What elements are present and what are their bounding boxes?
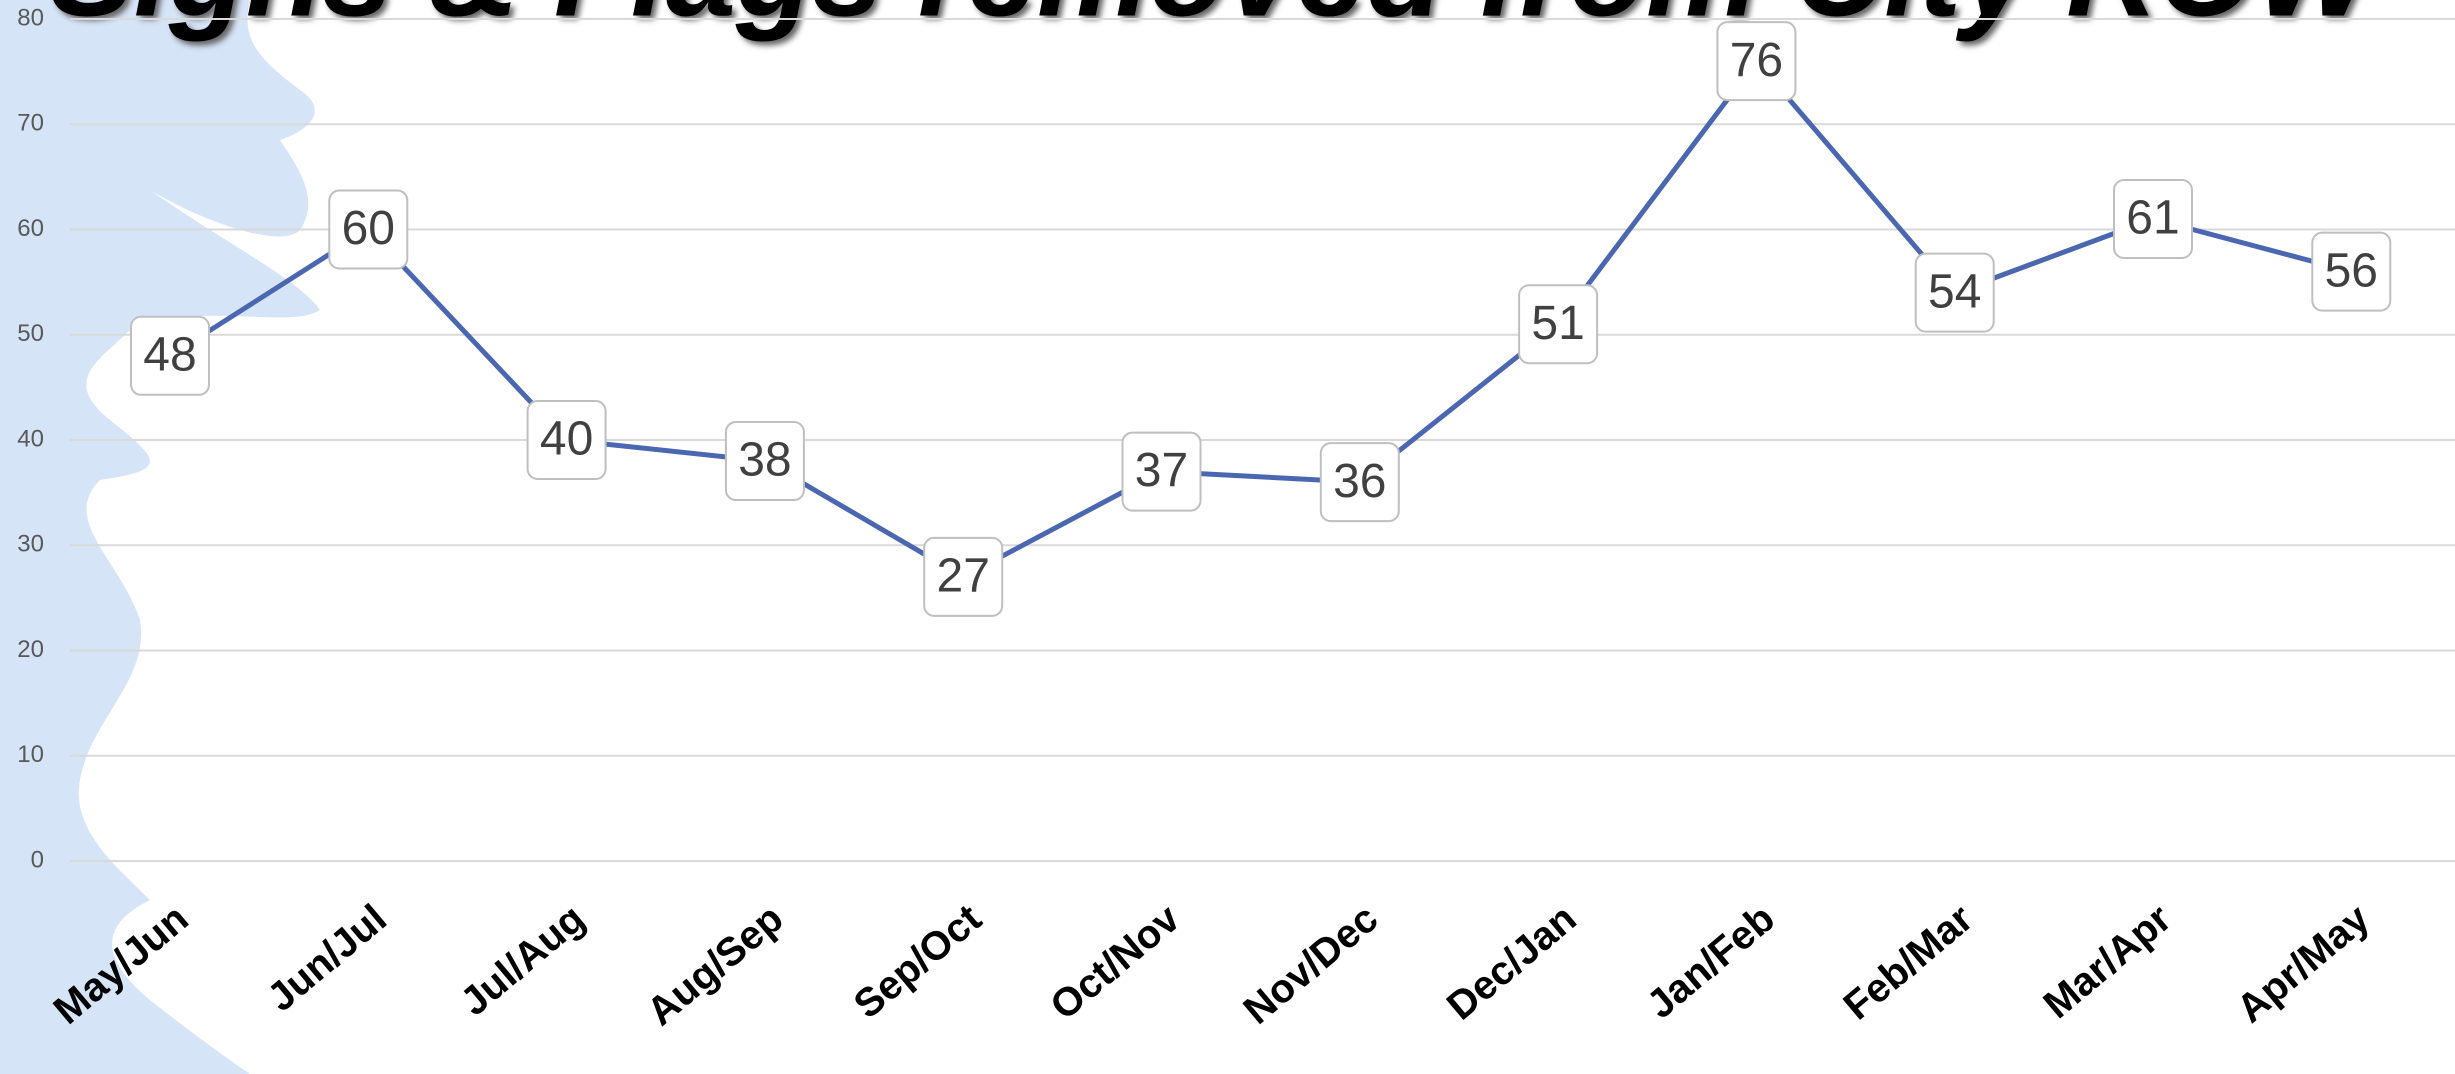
- data-label-box: [328, 189, 409, 270]
- data-label: 61: [2126, 192, 2179, 245]
- grid: [70, 18, 2455, 862]
- y-tick-label: 70: [17, 110, 44, 137]
- x-tick-label: Aug/Sep: [639, 896, 792, 1034]
- y-tick-label: 50: [17, 320, 44, 347]
- plot: 48 60 40 38 27 37 36 51 76 54 61 56: [130, 21, 2392, 617]
- data-label-box: [923, 536, 1004, 617]
- background-splash: [0, 0, 320, 1074]
- x-tick-label: Apr/May: [2229, 896, 2379, 1032]
- data-label-box: [1121, 431, 1202, 512]
- data-label: 48: [143, 328, 196, 381]
- data-label-box: [1914, 252, 1995, 333]
- data-label: 56: [2325, 244, 2378, 297]
- data-label-box: [724, 421, 805, 502]
- data-label-box: [1716, 21, 1797, 102]
- x-tick-label: Nov/Dec: [1235, 896, 1386, 1033]
- chart-title: Signs & Flags removed from City ROW: [50, 0, 2383, 42]
- y-tick-label: 20: [17, 636, 44, 663]
- x-tick-label: Dec/Jan: [1439, 896, 1585, 1028]
- x-tick-label: Jul/Aug: [453, 896, 594, 1024]
- y-tick-label: 10: [17, 741, 44, 768]
- data-label: 40: [540, 413, 593, 466]
- x-tick-label: Jun/Jul: [259, 896, 395, 1020]
- data-label-box: [2113, 178, 2193, 259]
- data-label: 51: [1531, 297, 1584, 350]
- data-label: 60: [342, 202, 395, 255]
- data-label: 76: [1730, 34, 1783, 87]
- data-label-box: [2311, 231, 2392, 312]
- x-tick-label: Jan/Feb: [1639, 896, 1783, 1027]
- data-label-box: [526, 400, 607, 480]
- data-label: 27: [937, 549, 990, 602]
- y-tick-label: 60: [17, 215, 44, 242]
- x-tick-label: Feb/Mar: [1836, 896, 1982, 1028]
- data-label: 37: [1135, 444, 1188, 497]
- y-tick-label: 0: [31, 846, 44, 873]
- y-tick-label: 40: [17, 425, 44, 452]
- y-tick-label: 80: [17, 4, 44, 31]
- series-line: [168, 58, 2352, 580]
- x-tick-label: Sep/Oct: [846, 896, 990, 1027]
- data-label: 36: [1333, 455, 1386, 508]
- x-tick-label: Oct/Nov: [1042, 896, 1188, 1029]
- data-label: 38: [738, 434, 791, 487]
- data-label-box: [130, 315, 210, 396]
- data-label-box: [1518, 284, 1599, 365]
- y-tick-label: 30: [17, 531, 44, 558]
- x-tick-label: Mar/Apr: [2036, 896, 2180, 1027]
- data-label: 54: [1928, 265, 1981, 318]
- data-label-box: [1319, 442, 1400, 523]
